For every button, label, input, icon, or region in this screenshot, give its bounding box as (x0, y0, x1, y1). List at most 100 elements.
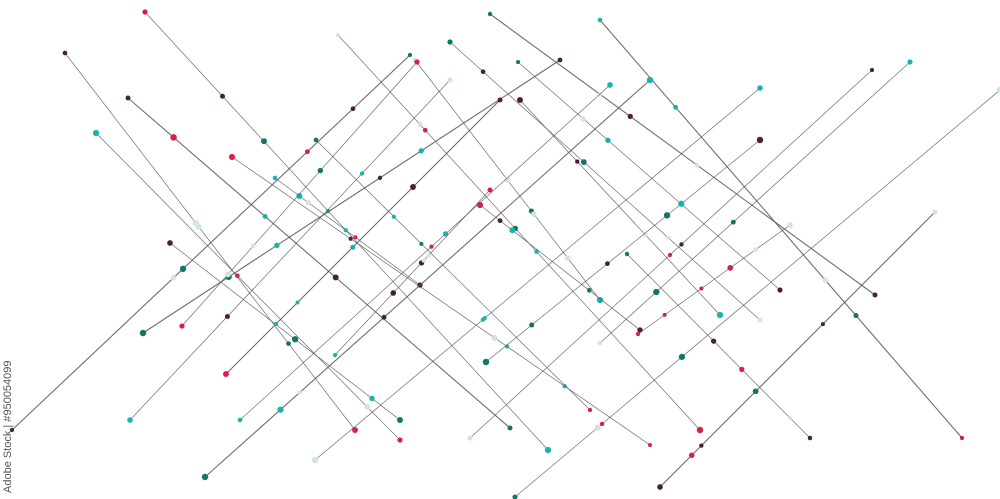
network-dot (317, 167, 324, 174)
network-line (142, 59, 561, 334)
network-dot (653, 288, 660, 296)
network-dot (480, 69, 486, 75)
network-dot (872, 292, 878, 298)
network-dot (497, 218, 503, 224)
network-dot (332, 274, 339, 281)
network-line (479, 204, 641, 331)
network-dot (92, 129, 100, 137)
network-line (314, 87, 761, 461)
network-dot (343, 228, 348, 233)
network-dot (529, 322, 535, 328)
network-dot (678, 200, 685, 207)
network-dot (688, 452, 695, 459)
network-dot (753, 247, 758, 253)
network-dot (359, 171, 365, 176)
network-dot (730, 219, 736, 225)
network-dot (250, 243, 256, 249)
network-dot (422, 127, 428, 133)
network-dot (272, 175, 278, 181)
network-dot (586, 288, 592, 293)
network-dot (673, 104, 679, 110)
network-dot (167, 240, 173, 246)
network-dot (756, 136, 764, 144)
network-dot (223, 371, 229, 377)
network-dot (426, 252, 431, 258)
network-dot (274, 242, 280, 249)
network-dot (580, 116, 586, 122)
network-dot (291, 336, 299, 343)
network-dot (286, 341, 291, 346)
network-dot (62, 50, 68, 56)
network-dot (624, 251, 630, 257)
network-dot (192, 219, 200, 227)
network-dot (739, 366, 745, 373)
network-dot (391, 214, 396, 219)
network-line (64, 52, 356, 431)
network-dot (642, 232, 648, 238)
network-dot (304, 149, 310, 155)
network-dot (421, 258, 426, 263)
network-dot (296, 193, 303, 199)
network-dot (507, 425, 513, 431)
network-dot (397, 417, 403, 423)
network-dot (544, 446, 552, 454)
network-dot (853, 313, 859, 319)
network-line (231, 156, 651, 446)
network-dot (694, 162, 700, 168)
network-line (225, 99, 501, 375)
network-dot (235, 273, 240, 279)
network-dot (442, 231, 449, 237)
stock-credit: Adobe Stock | #950054099 (2, 360, 14, 493)
network-dot (646, 76, 654, 84)
network-dot (262, 213, 268, 219)
network-dot (699, 443, 704, 448)
network-dot (662, 312, 667, 317)
network-dot (410, 184, 416, 190)
network-dot (757, 317, 763, 323)
network-dot (482, 358, 490, 366)
network-dot (201, 473, 209, 481)
network-dot (605, 137, 611, 143)
network-dot (667, 252, 673, 258)
network-dot (959, 435, 965, 441)
network-line (659, 211, 936, 488)
network-dot (587, 407, 593, 413)
network-dot (710, 338, 717, 344)
network-dot (627, 113, 633, 119)
network-dot (504, 176, 511, 183)
network-dot (657, 484, 663, 490)
network-dot (699, 286, 704, 291)
network-dot (381, 314, 387, 320)
network-dot (666, 235, 671, 241)
network-dot (562, 383, 567, 389)
network-dot (678, 353, 686, 361)
network-dot (580, 159, 587, 165)
network-dot (696, 426, 704, 434)
network-dot (332, 352, 338, 358)
network-dot (335, 32, 341, 38)
network-dot (907, 59, 913, 65)
network-line (599, 19, 963, 439)
network-dot (179, 265, 187, 273)
network-dot (822, 277, 829, 283)
network-dot (564, 255, 571, 261)
network-dot (663, 212, 671, 219)
network-dot (377, 175, 383, 181)
network-dot (224, 313, 230, 320)
network-dot (647, 442, 653, 448)
network-dot (224, 271, 231, 278)
network-dot (353, 235, 358, 240)
network-dot (491, 334, 498, 342)
network-line (514, 89, 1000, 498)
network-dot (635, 331, 641, 337)
network-dot (348, 236, 353, 241)
network-dot (418, 148, 424, 154)
network-dot (480, 317, 486, 322)
network-line (181, 61, 418, 327)
network-dot (509, 227, 516, 234)
network-dot (311, 456, 319, 464)
network-dot (512, 494, 518, 499)
network-dot (397, 437, 403, 443)
network-dot (787, 222, 793, 228)
